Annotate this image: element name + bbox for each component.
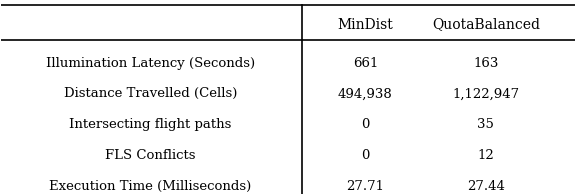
Text: MinDist: MinDist	[338, 17, 393, 32]
Text: FLS Conflicts: FLS Conflicts	[105, 149, 196, 162]
Text: 163: 163	[473, 57, 498, 70]
Text: Illumination Latency (Seconds): Illumination Latency (Seconds)	[46, 57, 255, 70]
Text: 0: 0	[361, 118, 370, 131]
Text: 12: 12	[478, 149, 494, 162]
Text: 27.71: 27.71	[346, 180, 384, 193]
Text: 0: 0	[361, 149, 370, 162]
Text: QuotaBalanced: QuotaBalanced	[432, 17, 540, 32]
Text: 35: 35	[478, 118, 494, 131]
Text: 1,122,947: 1,122,947	[452, 87, 520, 100]
Text: Execution Time (Milliseconds): Execution Time (Milliseconds)	[50, 180, 252, 193]
Text: 27.44: 27.44	[467, 180, 505, 193]
Text: 494,938: 494,938	[338, 87, 393, 100]
Text: 661: 661	[353, 57, 378, 70]
Text: Intersecting flight paths: Intersecting flight paths	[69, 118, 232, 131]
Text: Distance Travelled (Cells): Distance Travelled (Cells)	[64, 87, 237, 100]
